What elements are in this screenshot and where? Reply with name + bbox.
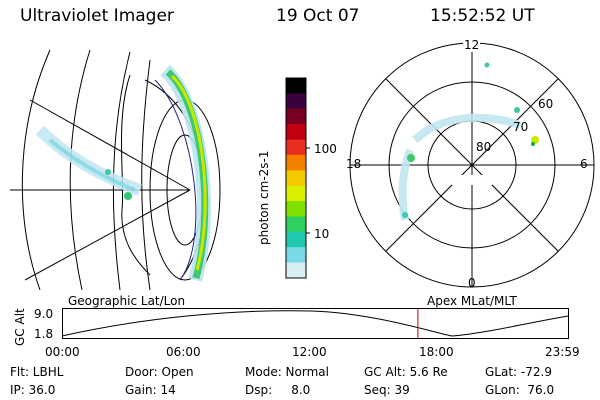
colorbar-swatch xyxy=(286,170,306,187)
colorbar-swatch xyxy=(286,139,306,156)
polar-plot xyxy=(349,42,595,288)
colorbar-unit-label: photon cm-2s-1 xyxy=(257,150,271,246)
mlt-label-18: 18 xyxy=(346,157,362,171)
colorbar xyxy=(285,77,310,279)
colorbar-swatch xyxy=(286,108,306,125)
info-gc-alt: GC Alt: 5.6 Re xyxy=(364,365,448,379)
mlt-label-6: 6 xyxy=(580,157,588,171)
colorbar-swatch xyxy=(286,262,306,279)
lat-label-80: 80 xyxy=(476,140,492,154)
colorbar-swatch xyxy=(286,154,306,171)
time-tick-1200: 12:00 xyxy=(292,345,327,359)
time-tick-1800: 18:00 xyxy=(419,345,454,359)
info-gain: Gain: 14 xyxy=(125,383,176,397)
colorbar-tick-10: 10 xyxy=(314,227,330,241)
colorbar-swatch xyxy=(286,93,306,110)
observation-date: 19 Oct 07 xyxy=(276,6,360,26)
colorbar-swatch xyxy=(286,216,306,233)
info-glon: GLon: 76.0 xyxy=(485,383,555,397)
info-door: Door: Open xyxy=(125,365,194,379)
observation-time: 15:52:52 UT xyxy=(430,6,535,26)
info-flt: Flt: LBHL xyxy=(10,365,64,379)
altitude-tick-top: 9.0 xyxy=(34,307,54,321)
colorbar-swatch xyxy=(286,201,306,217)
info-ip: IP: 36.0 xyxy=(10,383,56,397)
time-tick-0600: 06:00 xyxy=(166,345,201,359)
lat-label-70: 70 xyxy=(513,120,529,134)
altitude-plot xyxy=(61,308,569,339)
colorbar-swatch xyxy=(286,185,306,202)
info-dsp: Dsp: 8.0 xyxy=(245,383,311,397)
colorbar-swatch xyxy=(286,78,306,94)
time-tick-2359: 23:59 xyxy=(545,345,580,359)
instrument-title: Ultraviolet Imager xyxy=(20,6,174,26)
time-tick-0000: 00:00 xyxy=(45,345,80,359)
altitude-tick-bottom: 1.8 xyxy=(34,327,54,341)
info-glat: GLat: -72.9 xyxy=(485,365,552,379)
altitude-curve xyxy=(61,310,569,337)
colorbar-swatch xyxy=(286,124,306,141)
apex-label: Apex MLat/MLT xyxy=(427,294,517,308)
colorbar-swatch xyxy=(286,231,306,248)
mlt-label-0: 0 xyxy=(468,276,476,290)
geographic-label: Geographic Lat/Lon xyxy=(68,294,186,308)
colorbar-swatch xyxy=(286,247,306,264)
altitude-axis-label: GC Alt xyxy=(13,308,27,346)
lat-label-60: 60 xyxy=(538,97,554,111)
info-mode: Mode: Normal xyxy=(245,365,329,379)
mlt-label-12: 12 xyxy=(463,38,481,52)
geographic-map xyxy=(10,49,221,290)
colorbar-swatches xyxy=(286,78,306,279)
info-seq: Seq: 39 xyxy=(364,383,410,397)
colorbar-tick-100: 100 xyxy=(314,142,337,156)
